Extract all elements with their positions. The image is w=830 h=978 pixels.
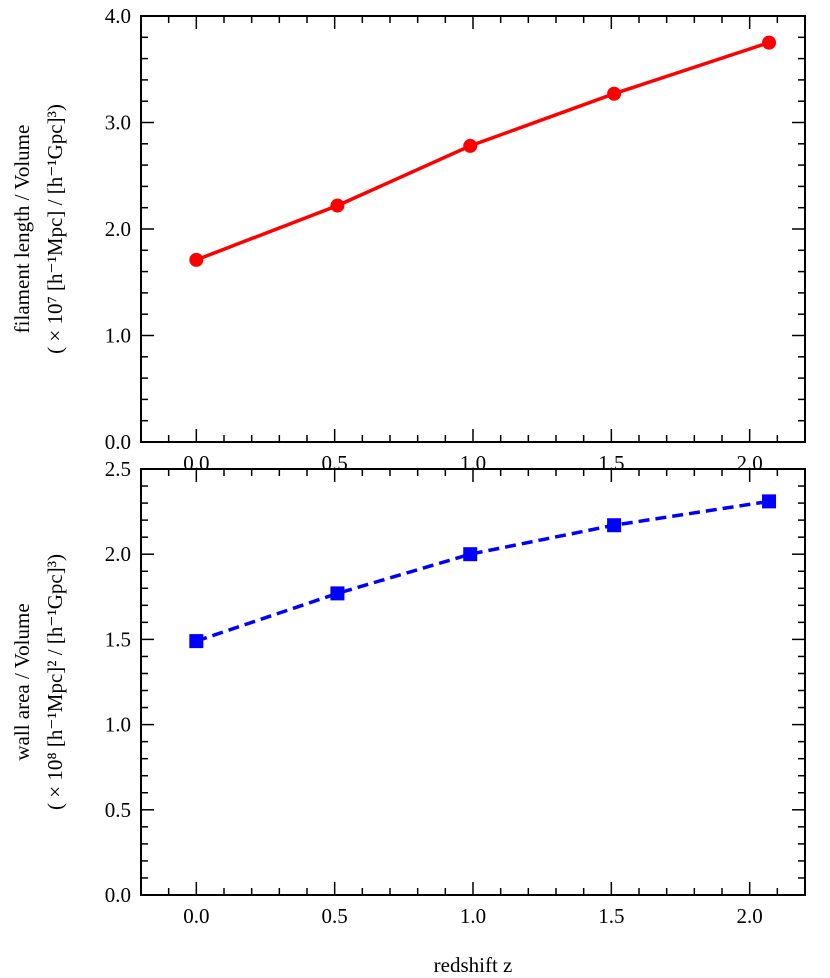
- y-tick-label: 2.5: [105, 457, 131, 481]
- x-tick-label: 1.5: [598, 904, 624, 928]
- y-tick-label: 2.0: [105, 217, 131, 241]
- chart-panel-2: 0.0 0.5 1.0 1.5 2.0 0.0 0.5 1.0 1.5 2.0 2.5 wall ar…: [10, 457, 806, 977]
- x-tick-label: 0.5: [322, 904, 348, 928]
- plot-frame: [140, 468, 806, 896]
- x-axis-label: redshift z: [434, 953, 513, 977]
- series-line-1: [195, 499, 770, 643]
- y-tick-label: 1.0: [105, 324, 131, 348]
- x-tick-label: 0.0: [183, 904, 209, 928]
- data-point: [330, 198, 345, 213]
- data-point: [330, 586, 345, 601]
- y-tick-label: 4.0: [105, 4, 131, 28]
- data-point: [463, 138, 478, 153]
- data-point: [762, 494, 777, 509]
- plot-frame: [140, 15, 806, 443]
- y-axis-label-line1: filament length / Volume: [10, 125, 34, 334]
- y-tick-label: 0.5: [105, 798, 131, 822]
- y-axis-label-line2: ( × 10⁸ [h⁻¹Mpc]² / [h⁻¹Gpc]³): [43, 554, 67, 810]
- data-point: [463, 547, 478, 562]
- data-point: [189, 634, 204, 649]
- y-tick-label: 0.0: [105, 430, 131, 454]
- data-point: [189, 252, 204, 267]
- y-axis-label-line1: wall area / Volume: [10, 603, 34, 760]
- series-line-1: [195, 40, 770, 262]
- y-tick-label: 3.0: [105, 111, 131, 135]
- data-point: [607, 518, 622, 533]
- y-tick-label: 1.5: [105, 627, 131, 651]
- y-tick-label: 1.0: [105, 713, 131, 737]
- data-point: [762, 35, 777, 50]
- y-axis-label-line2: ( × 10⁷ [h⁻¹Mpc] / [h⁻¹Gpc]³): [43, 104, 67, 354]
- y-tick-label: 2.0: [105, 542, 131, 566]
- x-tick-label: 1.0: [460, 904, 486, 928]
- y-tick-label: 0.0: [105, 883, 131, 907]
- x-tick-label: 2.0: [737, 904, 763, 928]
- data-point: [607, 86, 622, 101]
